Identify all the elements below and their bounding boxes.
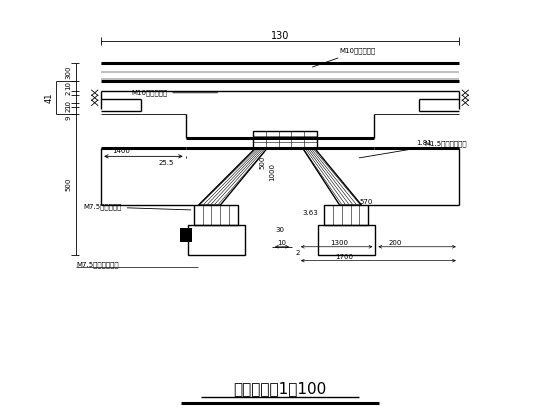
Text: 2: 2 (66, 91, 72, 95)
Bar (324, 205, 368, 225)
Bar (188, 225, 245, 255)
Text: 1300: 1300 (330, 240, 349, 246)
Text: M7.5数次含三素材: M7.5数次含三素材 (76, 261, 119, 268)
Text: 500: 500 (66, 178, 72, 191)
Text: M7.5数次粗浆石: M7.5数次粗浆石 (83, 204, 191, 210)
Text: M10数次座浆石: M10数次座浆石 (312, 48, 376, 67)
Text: 500: 500 (259, 155, 265, 168)
Text: M10数次粗浆石: M10数次粗浆石 (131, 89, 218, 96)
Text: 30: 30 (276, 227, 284, 233)
Text: 25.5: 25.5 (158, 160, 174, 166)
Bar (318, 225, 375, 255)
Bar (194, 205, 238, 225)
Text: 1700: 1700 (335, 254, 353, 260)
Text: 570: 570 (360, 199, 373, 205)
Text: 2: 2 (296, 250, 300, 256)
Bar (253, 131, 317, 148)
Text: 1.81: 1.81 (416, 140, 432, 147)
Text: 拱桥立面图1：100: 拱桥立面图1：100 (234, 381, 326, 396)
Text: 41: 41 (45, 92, 54, 102)
Text: 10: 10 (66, 81, 72, 90)
Text: 300: 300 (66, 65, 72, 79)
Text: 2: 2 (66, 108, 72, 113)
Text: 3.63: 3.63 (302, 210, 318, 216)
Text: 130: 130 (271, 31, 289, 41)
Text: M1.5数次二三砂浆: M1.5数次二三砂浆 (359, 140, 466, 158)
Text: 10: 10 (278, 240, 287, 246)
Text: 9: 9 (66, 116, 72, 120)
Text: 200: 200 (389, 240, 402, 246)
Text: 1400: 1400 (112, 148, 130, 155)
Text: 1000: 1000 (269, 163, 275, 181)
Bar (180, 228, 192, 242)
Text: 10: 10 (66, 100, 72, 109)
